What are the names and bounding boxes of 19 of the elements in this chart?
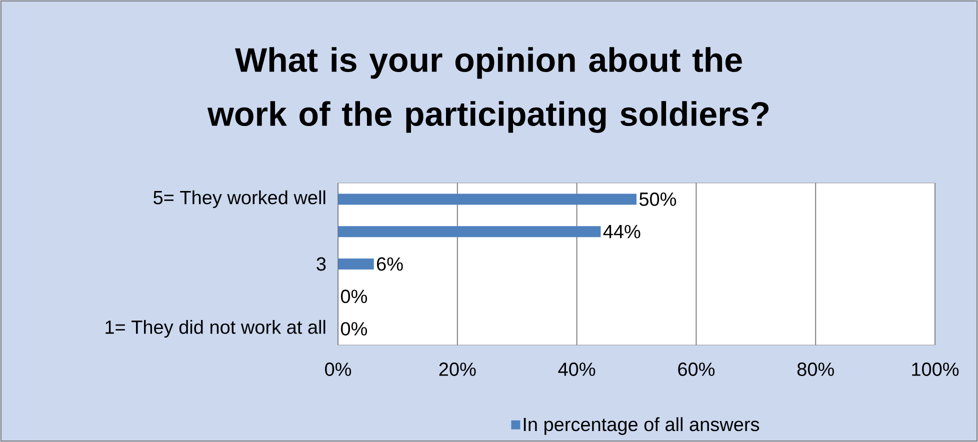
legend-label: In percentage of all answers [524, 417, 760, 435]
bar [338, 194, 637, 205]
data-label: 0% [340, 322, 367, 336]
bar [338, 226, 601, 238]
data-label: 0% [340, 290, 367, 304]
chart-title: What is your opinion about the work of the participating soldiers? [207, 47, 769, 133]
data-label: 50% [639, 192, 676, 206]
y-tick-label: 3 [316, 257, 326, 271]
bar [338, 258, 374, 270]
x-tick-label: 60% [678, 362, 715, 376]
x-tick-label: 100% [912, 362, 959, 376]
x-tick-label: 40% [558, 362, 596, 376]
y-tick-label: 5= They worked well [154, 190, 326, 208]
x-tick-label: 20% [439, 362, 476, 376]
y-tick-label: 1= They did not work at all [106, 320, 326, 338]
data-label: 6% [376, 257, 403, 271]
x-tick-label: 80% [797, 362, 834, 376]
data-label: 44% [603, 224, 640, 238]
x-tick-label: 0% [325, 362, 352, 376]
